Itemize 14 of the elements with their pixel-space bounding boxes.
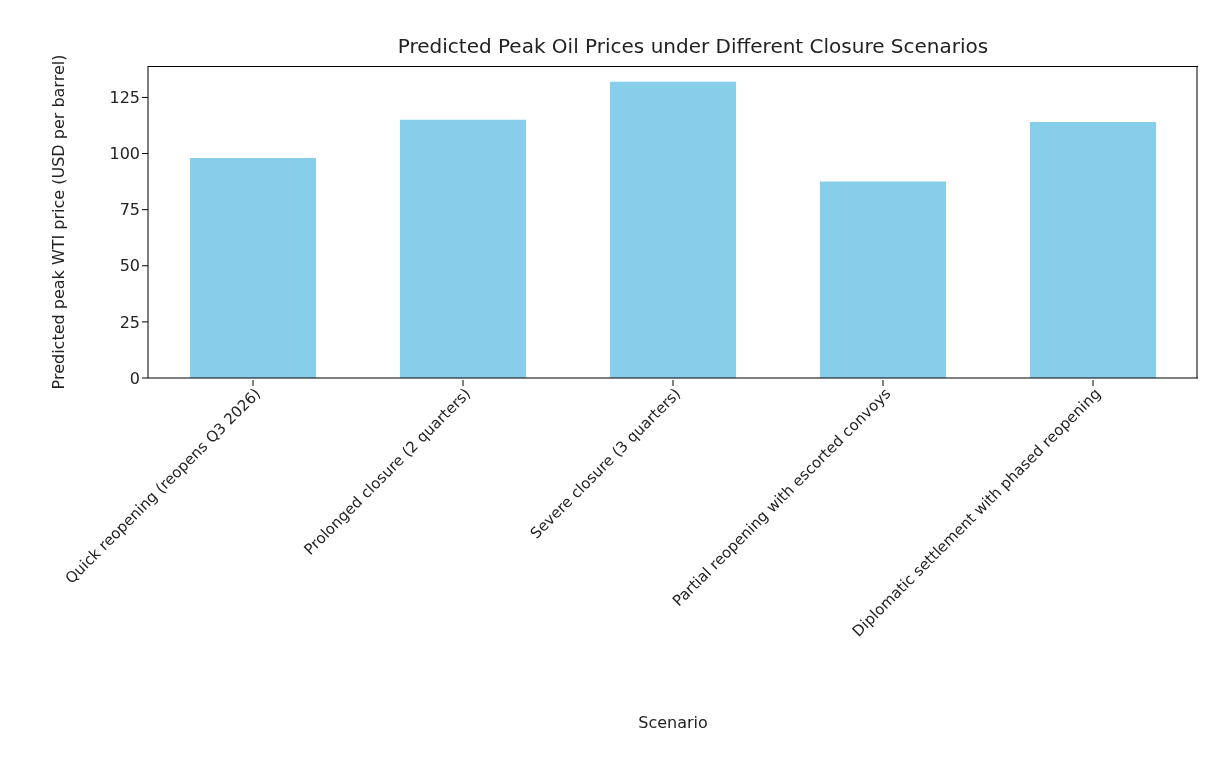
bar: [1030, 122, 1156, 378]
y-tick-label: 50: [119, 256, 140, 276]
bar: [820, 181, 946, 378]
chart-title: Predicted Peak Oil Prices under Different Closure Scenarios: [396, 34, 990, 58]
bar: [190, 158, 316, 378]
y-tick-label: 0: [129, 368, 140, 388]
y-tick-label: 75: [119, 200, 140, 220]
y-axis-title: Predicted peak WTI price (USD per barrel): [48, 54, 68, 390]
bar: [400, 119, 526, 378]
y-tick-label: 125: [109, 88, 140, 108]
y-tick-label: 25: [119, 312, 140, 332]
bar: [610, 81, 736, 378]
x-axis-title: Scenario: [638, 713, 708, 732]
y-tick-label: 100: [109, 144, 140, 164]
